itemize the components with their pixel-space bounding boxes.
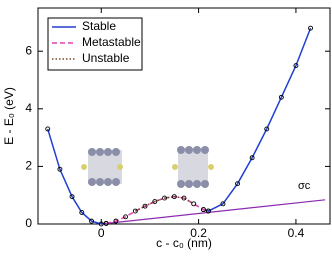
data-point [171,194,177,200]
x-axis-label: c - c₀ (nm) [156,236,212,250]
data-point [220,201,226,207]
x-tick-label: 0.2 [190,226,207,240]
data-point [89,218,94,224]
legend-label: Metastable [82,35,141,49]
legend-label: Unstable [82,51,130,65]
data-point [162,195,167,201]
y-tick-label: 6 [25,43,32,57]
plot-frame [37,7,331,225]
data-point [113,218,119,224]
data-point [142,203,148,209]
data-point [69,194,75,200]
data-point [264,126,270,132]
y-tick-label: 2 [25,159,32,173]
y-tick-label: 4 [25,101,32,115]
annotation: σc [298,180,311,192]
data-point [181,195,187,201]
inset-structure-1 [81,148,123,186]
series-line [105,195,209,225]
data-point [235,181,240,187]
legend-label: Stable [82,19,116,33]
x-tick-label: 0.4 [288,226,305,240]
data-point [57,166,63,172]
series-line [47,27,312,225]
data-point [191,201,197,207]
x-tick-label: 0 [98,226,105,240]
inset-structure-2 [172,146,214,188]
data-point [45,126,51,132]
data-point [98,221,104,227]
data-point [79,210,85,215]
data-point [152,199,158,204]
data-point [308,25,313,31]
data-point [123,214,129,220]
data-point [249,155,255,161]
data-point [132,208,138,214]
data-point [103,220,109,226]
y-axis-label: E - E₀ (eV) [2,87,16,145]
tangent-line [101,199,326,225]
data-point [278,94,284,100]
data-point [293,63,299,69]
series-line [134,195,195,212]
data-point [205,208,211,214]
y-tick-label: 0 [25,216,32,230]
data-point [201,207,206,213]
